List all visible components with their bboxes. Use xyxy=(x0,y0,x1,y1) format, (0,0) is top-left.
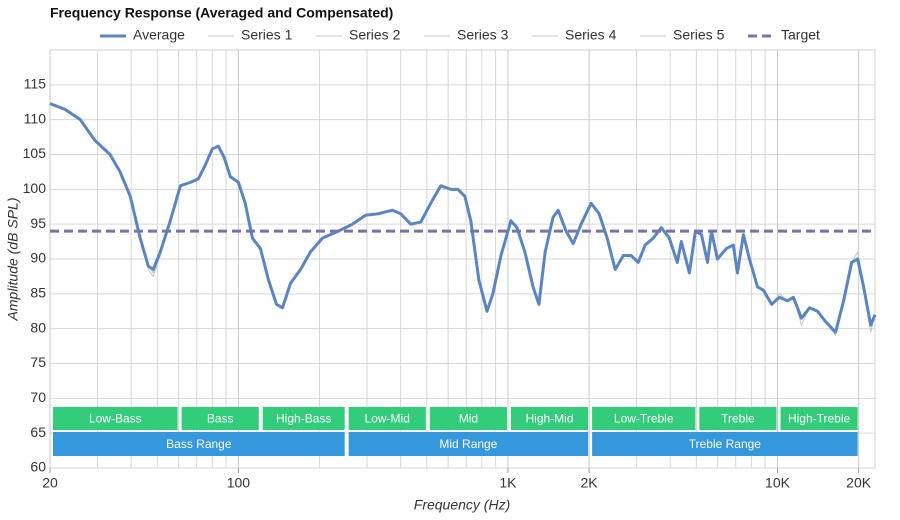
legend-label: Series 4 xyxy=(565,27,617,43)
legend-label: Target xyxy=(781,27,820,43)
band-label: Treble xyxy=(721,412,755,426)
y-tick-label: 75 xyxy=(30,354,46,370)
x-tick-label: 2K xyxy=(581,475,599,491)
y-tick-label: 60 xyxy=(30,459,46,475)
band-label: Mid Range xyxy=(439,437,497,451)
band-label: Low-Treble xyxy=(614,412,674,426)
band xyxy=(780,407,858,430)
band xyxy=(53,407,178,430)
legend-label: Average xyxy=(133,27,185,43)
band-label: High-Mid xyxy=(526,412,574,426)
y-tick-label: 100 xyxy=(23,180,47,196)
y-tick-label: 95 xyxy=(30,215,46,231)
y-tick-label: 105 xyxy=(23,145,47,161)
x-tick-label: 10K xyxy=(765,475,791,491)
y-axis-title: Amplitude (dB SPL) xyxy=(5,198,21,322)
series-line xyxy=(49,102,877,334)
band-label: Low-Mid xyxy=(365,412,410,426)
band-label: Treble Range xyxy=(689,437,762,451)
legend-label: Series 5 xyxy=(673,27,725,43)
y-tick-label: 115 xyxy=(24,76,47,92)
band xyxy=(699,407,777,430)
range-band xyxy=(348,432,589,456)
y-tick-label: 65 xyxy=(30,424,46,440)
range-band xyxy=(53,432,345,456)
band xyxy=(429,407,507,430)
band-label: High-Bass xyxy=(276,412,331,426)
y-tick-label: 90 xyxy=(30,250,46,266)
band-label: High-Treble xyxy=(788,412,851,426)
x-tick-label: 1K xyxy=(499,475,517,491)
band xyxy=(181,407,259,430)
legend-label: Series 3 xyxy=(457,27,509,43)
band-label: Bass xyxy=(207,412,234,426)
x-axis-title: Frequency (Hz) xyxy=(414,497,510,513)
band xyxy=(262,407,345,430)
band-label: Bass Range xyxy=(166,437,232,451)
chart-title: Frequency Response (Averaged and Compens… xyxy=(50,5,393,21)
x-tick-label: 20 xyxy=(42,475,58,491)
y-tick-label: 70 xyxy=(30,389,46,405)
y-tick-label: 80 xyxy=(30,319,46,335)
y-tick-label: 85 xyxy=(30,285,46,301)
legend-label: Series 1 xyxy=(241,27,293,43)
x-tick-label: 100 xyxy=(227,475,251,491)
band xyxy=(348,407,426,430)
band xyxy=(510,407,589,430)
legend-label: Series 2 xyxy=(349,27,401,43)
x-tick-label: 20K xyxy=(846,475,872,491)
band xyxy=(592,407,696,430)
range-band xyxy=(592,432,858,456)
band-label: Low-Bass xyxy=(89,412,142,426)
band-label: Mid xyxy=(459,412,478,426)
y-tick-label: 110 xyxy=(24,110,47,126)
